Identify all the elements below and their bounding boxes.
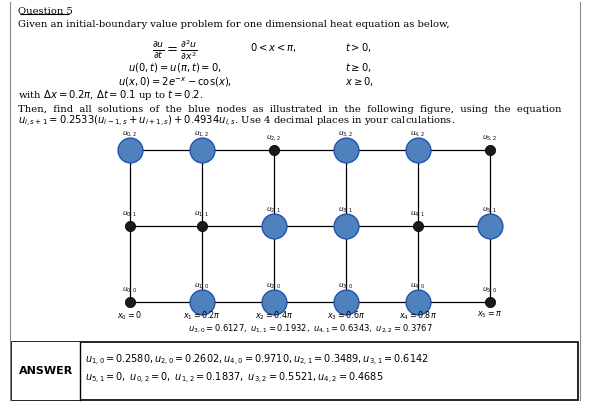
Text: with $\Delta x = 0.2\pi$, $\Delta t = 0.1$ up to $t = 0.2$.: with $\Delta x = 0.2\pi$, $\Delta t = 0.… xyxy=(18,88,203,102)
Text: $u_{3,1}$: $u_{3,1}$ xyxy=(339,205,353,214)
Point xyxy=(413,299,423,305)
Text: Then,  find  all  solutions  of  the  blue  nodes  as  illustrated  in  the  fol: Then, find all solutions of the blue nod… xyxy=(18,105,561,114)
Text: $0 < x < \pi,$: $0 < x < \pi,$ xyxy=(250,40,297,54)
Point xyxy=(125,147,135,153)
Point xyxy=(197,147,207,153)
Text: $u_{5,2}$: $u_{5,2}$ xyxy=(482,133,498,142)
Bar xyxy=(12,342,578,400)
Text: Given an initial-boundary value problem for one dimensional heat equation as bel: Given an initial-boundary value problem … xyxy=(18,20,450,29)
Text: $x_2 = 0.4\pi$: $x_2 = 0.4\pi$ xyxy=(255,310,293,322)
Text: $x \geq 0,$: $x \geq 0,$ xyxy=(345,75,374,89)
Text: $x_0 = 0$: $x_0 = 0$ xyxy=(118,310,142,322)
Point xyxy=(485,223,495,229)
Text: $u_{0,1}$: $u_{0,1}$ xyxy=(122,209,138,218)
Point xyxy=(413,147,423,153)
Text: $u_{0,0}$: $u_{0,0}$ xyxy=(122,285,138,294)
Point xyxy=(413,223,423,229)
Text: $u_{1,1}$: $u_{1,1}$ xyxy=(194,209,210,218)
Text: $x_5 = \pi$: $x_5 = \pi$ xyxy=(478,310,503,320)
Text: $u(x,0) = 2e^{-x} - \cos(x),$: $u(x,0) = 2e^{-x} - \cos(x),$ xyxy=(118,75,232,89)
Text: $t > 0,$: $t > 0,$ xyxy=(345,40,372,54)
Text: Question 5: Question 5 xyxy=(18,6,73,15)
Text: $u_{1,0} = 0.2580, u_{2,0} = 0.2602, u_{4,0} = 0.9710, u_{2,1} = 0.3489, u_{3,1}: $u_{1,0} = 0.2580, u_{2,0} = 0.2602, u_{… xyxy=(85,353,428,368)
Text: $u_{4,1}$: $u_{4,1}$ xyxy=(411,209,426,218)
Point xyxy=(485,147,495,153)
Text: $u_{1,0}$: $u_{1,0}$ xyxy=(194,281,210,290)
Point xyxy=(197,223,207,229)
Point xyxy=(197,299,207,305)
Text: $x_3 = 0.6\pi$: $x_3 = 0.6\pi$ xyxy=(327,310,365,322)
Text: $u_{2,0}$: $u_{2,0}$ xyxy=(267,281,282,290)
Point xyxy=(485,299,495,305)
Text: $u_{2,1}$: $u_{2,1}$ xyxy=(267,205,281,214)
Point xyxy=(341,299,350,305)
Point xyxy=(341,223,350,229)
Text: $x_1 = 0.2\pi$: $x_1 = 0.2\pi$ xyxy=(183,310,221,322)
Point xyxy=(269,223,279,229)
Text: $u(0,t) = u(\pi ,t) = 0,$: $u(0,t) = u(\pi ,t) = 0,$ xyxy=(128,60,222,73)
Text: $u_{0,2}$: $u_{0,2}$ xyxy=(122,129,138,138)
Point xyxy=(125,223,135,229)
Text: $u_{1,2}$: $u_{1,2}$ xyxy=(194,129,210,138)
Text: $u_{2,2}$: $u_{2,2}$ xyxy=(267,133,281,142)
Text: $u_{5,1} = 0,\ u_{0,2} = 0,\ u_{1,2} = 0.1837,\ u_{3,2} = 0.5521, u_{4,2} = 0.46: $u_{5,1} = 0,\ u_{0,2} = 0,\ u_{1,2} = 0… xyxy=(85,370,384,386)
Text: $u_{3,0} = 0.6127,\ u_{1,1} = 0.1932,\ u_{4,1} = 0.6343,\ u_{2,2} = 0.3767$: $u_{3,0} = 0.6127,\ u_{1,1} = 0.1932,\ u… xyxy=(187,323,433,335)
Text: $x_4 = 0.8\pi$: $x_4 = 0.8\pi$ xyxy=(399,310,437,322)
Text: $t \geq 0,$: $t \geq 0,$ xyxy=(345,60,372,73)
Text: $u_{5,0}$: $u_{5,0}$ xyxy=(482,285,498,294)
Text: $u_{4,2}$: $u_{4,2}$ xyxy=(411,129,426,138)
Bar xyxy=(12,342,80,400)
Text: $u_{3,2}$: $u_{3,2}$ xyxy=(339,129,353,138)
Text: $u_{5,1}$: $u_{5,1}$ xyxy=(482,205,498,214)
Text: $\frac{\partial u}{\partial t} = \frac{\partial^2 u}{\partial x^2}$: $\frac{\partial u}{\partial t} = \frac{\… xyxy=(152,38,198,62)
Point xyxy=(269,299,279,305)
Text: ANSWER: ANSWER xyxy=(19,366,73,376)
Text: $u_{3,0}$: $u_{3,0}$ xyxy=(339,281,353,290)
Text: $u_{4,0}$: $u_{4,0}$ xyxy=(410,281,426,290)
Point xyxy=(125,299,135,305)
Point xyxy=(341,147,350,153)
Point xyxy=(269,147,279,153)
Text: $u_{i,s+1} = 0.2533(u_{i-1,s} + u_{i+1,s}) + 0.4934u_{i,s}$. Use 4 decimal place: $u_{i,s+1} = 0.2533(u_{i-1,s} + u_{i+1,s… xyxy=(18,114,455,129)
